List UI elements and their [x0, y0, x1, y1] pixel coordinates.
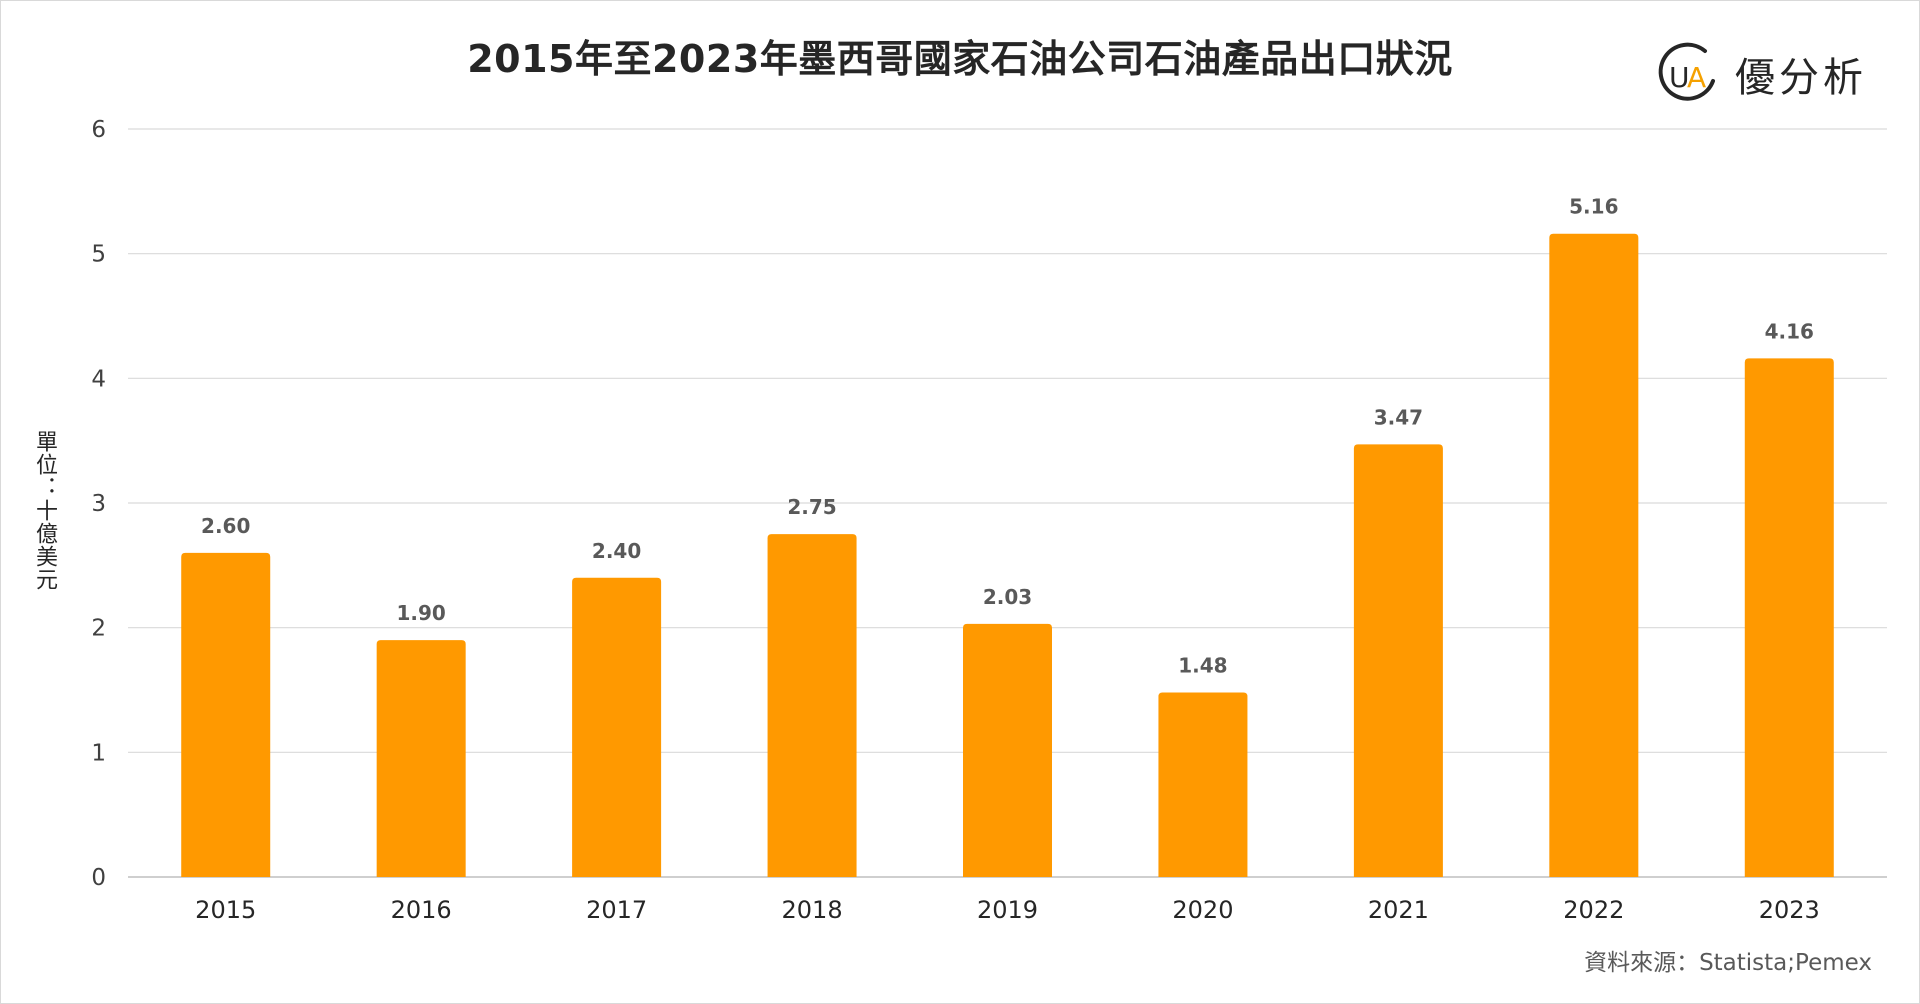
data-label-2017: 2.40: [592, 539, 641, 563]
x-tick-label-2022: 2022: [1563, 896, 1624, 924]
logo-text: 優分析: [1735, 55, 1867, 101]
data-label-2015: 2.60: [201, 514, 250, 538]
x-tick-label-2016: 2016: [391, 896, 452, 924]
logo: U A 優分析: [1655, 38, 1895, 110]
data-label-2019: 2.03: [983, 585, 1032, 609]
bar-2017: [572, 577, 662, 877]
bar-2016: [376, 640, 466, 877]
y-tick-label: 2: [91, 616, 106, 642]
x-tick-label-2021: 2021: [1368, 896, 1429, 924]
y-tick-label: 5: [91, 242, 106, 268]
bar-2015: [181, 552, 271, 877]
x-tick-label-2018: 2018: [782, 896, 843, 924]
x-tick-label-2020: 2020: [1172, 896, 1233, 924]
ua-logo-icon: U A: [1658, 42, 1715, 101]
bar-2021: [1353, 444, 1443, 877]
x-tick-label-2017: 2017: [586, 896, 647, 924]
x-tick-label-2023: 2023: [1759, 896, 1820, 924]
data-label-2023: 4.16: [1765, 319, 1814, 343]
y-axis-label: 單位：十億美元: [32, 430, 57, 591]
x-tick-label-2019: 2019: [977, 896, 1038, 924]
bar-2019: [963, 623, 1052, 877]
source-note: 資料來源：Statista;Pemex: [1584, 950, 1872, 976]
y-tick-label: 3: [91, 491, 106, 517]
bar-2020: [1158, 692, 1248, 877]
y-tick-label: 1: [91, 740, 106, 766]
y-tick-label: 0: [91, 865, 106, 891]
data-label-2020: 1.48: [1178, 653, 1227, 677]
bar-2023: [1744, 358, 1834, 877]
data-label-2022: 5.16: [1569, 195, 1618, 219]
data-label-2016: 1.90: [396, 601, 445, 625]
y-tick-label: 4: [91, 366, 106, 392]
data-label-2018: 2.75: [787, 495, 836, 519]
y-tick-label: 6: [91, 117, 106, 143]
data-label-2021: 3.47: [1374, 405, 1423, 429]
bar-2022: [1549, 233, 1639, 878]
logo-mark-u: U: [1669, 61, 1690, 94]
logo-mark-a: A: [1687, 61, 1706, 94]
chart-title: 2015年至2023年墨西哥國家石油公司石油產品出口狀況: [467, 37, 1453, 81]
x-tick-label-2015: 2015: [195, 896, 256, 924]
bar-2018: [767, 534, 857, 877]
